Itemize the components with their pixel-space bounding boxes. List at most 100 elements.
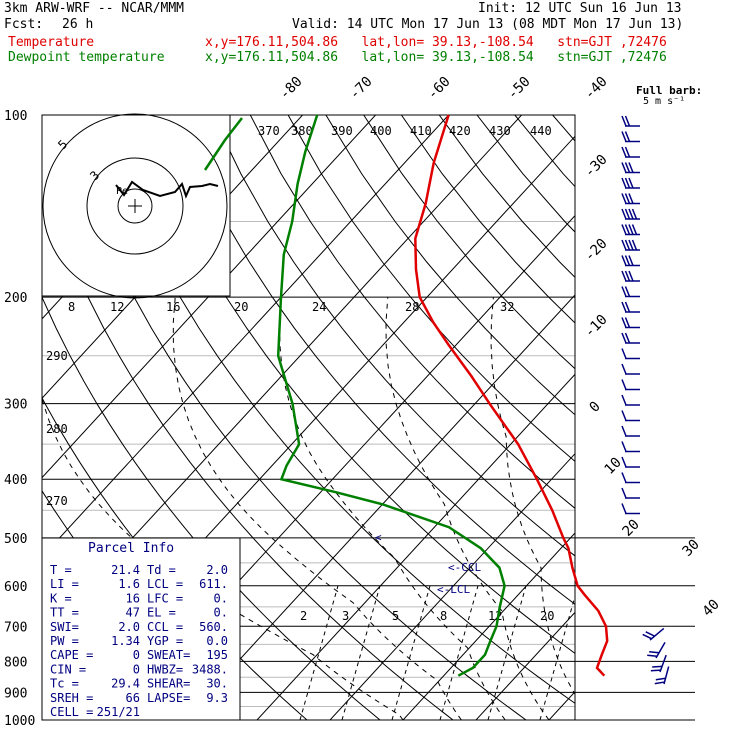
isotherm-label: -50 (505, 74, 534, 103)
dry-adiabat (400, 115, 575, 324)
parcel-value: 9.3 (206, 691, 228, 705)
left-label: 280 (46, 422, 68, 436)
wind-barb-flag (621, 224, 627, 235)
isotherm (683, 87, 740, 733)
wind-barb-low (642, 627, 665, 641)
isotherm-label: 0 (587, 399, 604, 416)
aux-label: 24 (312, 300, 326, 314)
wind-barb-flag (621, 410, 627, 421)
wind-barb-flag (624, 224, 631, 235)
isotherm (329, 452, 575, 720)
theta-label: 420 (449, 124, 471, 138)
dry-adiabat (98, 115, 575, 704)
wind-barb-flag (624, 193, 631, 204)
aux-label: 20 (234, 300, 248, 314)
wind-barb-flag (621, 286, 627, 297)
wind-barb-flag (624, 146, 631, 158)
parcel-key: HWBZ= (147, 662, 183, 676)
pressure-label-100: 100 (4, 109, 27, 124)
parcel-key: LFC = (147, 591, 183, 605)
mixing-ratio-label: 2 (300, 609, 307, 623)
wind-barb-flag (628, 270, 634, 282)
svg-text:<: < (375, 531, 382, 544)
parcel-key: SWI= (50, 620, 79, 634)
hodograph-ring (42, 113, 228, 299)
mixing-ratio-label: 8 (440, 609, 447, 623)
theta-label: 410 (410, 124, 432, 138)
parcel-key: SREH = (50, 691, 93, 705)
moist-adiabat (490, 297, 575, 696)
isotherm-label: 10 (602, 455, 625, 478)
isotherm (548, 691, 575, 720)
parcel-value: 0 (133, 662, 140, 676)
parcel-value: 611. (199, 577, 228, 591)
parcel-value: 21.4 (111, 563, 140, 577)
aux-label: 12 (110, 300, 124, 314)
pressure-label-900: 900 (4, 686, 27, 701)
hodograph-trace (115, 180, 219, 199)
pressure-label-1000: 1000 (4, 714, 35, 729)
barb-key-value: 5 m s⁻¹ (643, 96, 685, 107)
theta-label: 400 (370, 124, 392, 138)
hodograph-ring (117, 188, 153, 224)
left-label: 270 (46, 494, 68, 508)
parcel-value: 3488. (192, 662, 228, 676)
parcel-value: 2.0 (206, 563, 228, 577)
wind-barb-flag (621, 503, 627, 514)
wind-barb-flag (621, 487, 627, 499)
wind-barb-flag (624, 286, 631, 297)
isotherm-label: 20 (620, 517, 643, 540)
isotherm-label: 40 (700, 597, 723, 620)
theta-label: 380 (291, 124, 313, 138)
wind-barb-flag (628, 255, 634, 266)
wind-barb-flag (621, 363, 627, 375)
mixing-ratio-label: 3 (342, 609, 349, 623)
parcel-value: 560. (199, 620, 228, 634)
dry-adiabat (552, 115, 575, 142)
aux-label: 8 (68, 300, 75, 314)
wind-barb-flag (621, 379, 627, 390)
wind-barb-low (647, 642, 666, 659)
wind-barb-flag (631, 208, 638, 220)
theta-label: 390 (331, 124, 353, 138)
parcel-key: YGP = (147, 634, 183, 648)
parcel-key: Tc = (50, 677, 79, 691)
isotherm-label: -10 (582, 312, 611, 341)
dewpoint-location: x,y=176.11,504.86 lat,lon= 39.13,-108.54… (205, 50, 667, 65)
parcel-key: LCL = (147, 577, 183, 591)
dry-adiabat (42, 179, 454, 720)
wind-barb-flag (624, 177, 631, 189)
isotherm (42, 115, 377, 479)
wind-barb-flag (624, 115, 631, 127)
parcel-key: T = (50, 563, 72, 577)
isotherm (183, 294, 575, 720)
aux-label: 16 (166, 300, 180, 314)
wind-barb-flag (631, 224, 638, 235)
parcel-value: 47 (126, 606, 140, 620)
temperature-legend: Temperature (8, 35, 95, 50)
wind-barb-flag (621, 317, 627, 328)
dry-adiabat (363, 115, 575, 370)
isotherm-label: 30 (680, 537, 703, 560)
wind-barb-flag (624, 332, 631, 344)
mixing-ratio-line (439, 585, 479, 720)
dewpoint-line (276, 114, 506, 677)
wind-barb-flag (628, 239, 634, 251)
parcel-info-title: Parcel Info (88, 541, 174, 556)
isotherm-label: -60 (425, 74, 454, 103)
theta-label: 440 (530, 124, 552, 138)
parcel-value: 29.4 (111, 677, 140, 691)
isotherm-label: -30 (582, 152, 611, 181)
parcel-key: SWEAT= (147, 648, 190, 662)
isotherm (402, 532, 575, 720)
parcel-key: Td = (147, 563, 176, 577)
pressure-label-500: 500 (4, 532, 27, 547)
wind-barb-low (650, 654, 667, 673)
model-title: 3km ARW-WRF -- NCAR/MMM (4, 1, 185, 16)
dry-adiabat (590, 115, 740, 733)
wind-barb-flag (621, 394, 627, 406)
theta-label: 370 (258, 124, 280, 138)
wind-barb-flag (621, 208, 627, 220)
ccl-label: <-CCL (448, 561, 481, 574)
aux-label: 28 (405, 300, 419, 314)
